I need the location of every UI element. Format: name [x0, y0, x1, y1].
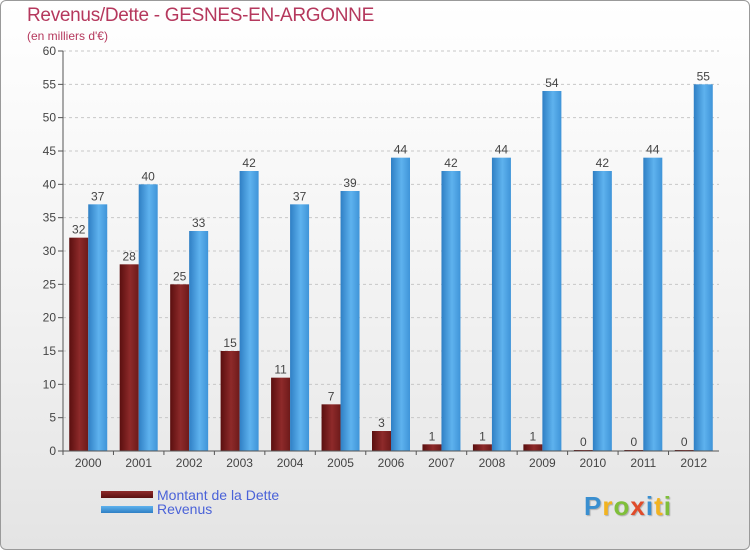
- logo-letter: x: [630, 491, 646, 521]
- data-label-dette: 25: [173, 269, 187, 283]
- data-label-revenus: 44: [394, 143, 408, 157]
- chart-subtitle: (en milliers d'€): [27, 29, 108, 43]
- data-label-dette: 32: [72, 223, 86, 237]
- bar-revenus: [239, 171, 259, 451]
- logo-letter: i: [645, 491, 655, 521]
- bar-revenus: [138, 184, 158, 452]
- bar-revenus: [441, 171, 461, 451]
- data-label-dette: 11: [274, 363, 287, 377]
- bar-dette: [220, 351, 240, 451]
- bar-dette: [170, 284, 190, 451]
- data-label-revenus: 42: [242, 156, 256, 170]
- x-tick-label: 2000: [75, 456, 102, 470]
- data-label-dette: 0: [681, 435, 688, 449]
- data-label-revenus: 42: [596, 156, 610, 170]
- x-tick-label: 2003: [226, 456, 253, 470]
- x-tick-label: 2006: [378, 456, 405, 470]
- y-tick-label: 25: [43, 277, 57, 291]
- data-label-revenus: 37: [293, 189, 307, 203]
- data-label-dette: 0: [580, 435, 587, 449]
- data-label-dette: 1: [530, 429, 537, 443]
- data-label-revenus: 54: [545, 76, 559, 90]
- y-tick-label: 15: [43, 344, 57, 358]
- data-label-revenus: 44: [646, 143, 660, 157]
- y-tick-label: 60: [43, 44, 57, 58]
- bar-revenus: [643, 157, 663, 451]
- bar-dette: [119, 264, 139, 451]
- legend-swatch-dette: [101, 491, 153, 498]
- data-label-revenus: 44: [495, 143, 509, 157]
- y-tick-label: 35: [43, 211, 57, 225]
- x-tick-label: 2008: [479, 456, 506, 470]
- legend-label-dette: Montant de la Dette: [157, 487, 280, 503]
- y-tick-label: 5: [49, 411, 56, 425]
- data-label-dette: 7: [328, 389, 335, 403]
- bar-revenus: [290, 204, 310, 451]
- bar-revenus: [88, 204, 108, 451]
- logo-letter: r: [602, 491, 614, 521]
- y-tick-label: 40: [43, 177, 57, 191]
- y-tick-label: 20: [43, 311, 57, 325]
- bar-revenus: [592, 171, 612, 451]
- logo-letter: o: [613, 491, 631, 521]
- bar-revenus: [391, 157, 410, 451]
- legend-swatch-revenus: [101, 506, 153, 513]
- data-label-dette: 15: [223, 336, 237, 350]
- x-tick-label: 2007: [428, 456, 455, 470]
- bars-layer: [69, 84, 713, 452]
- data-label-revenus: 40: [142, 169, 156, 183]
- x-tick-label: 2012: [680, 456, 707, 470]
- y-tick-label: 30: [43, 244, 57, 258]
- x-tick-label: 2011: [630, 456, 656, 470]
- data-label-revenus: 37: [91, 189, 105, 203]
- bar-dette: [321, 404, 341, 451]
- bar-revenus: [542, 91, 562, 451]
- x-tick-label: 2010: [579, 456, 606, 470]
- chart-title: Revenus/Dette - GESNES-EN-ARGONNE: [27, 5, 374, 26]
- data-label-dette: 0: [630, 435, 637, 449]
- proxiti-logo: Proxiti: [584, 491, 672, 522]
- bar-dette: [523, 444, 543, 451]
- x-tick-label: 2005: [327, 456, 354, 470]
- bar-dette: [271, 377, 291, 451]
- bar-dette: [422, 444, 442, 451]
- data-label-revenus: 55: [697, 69, 711, 83]
- y-tick-label: 45: [43, 144, 57, 158]
- x-tick-label: 2001: [125, 456, 152, 470]
- x-tick-label: 2009: [529, 456, 556, 470]
- y-tick-label: 55: [43, 77, 57, 91]
- logo-letter: t: [654, 491, 664, 521]
- bar-revenus: [693, 84, 713, 451]
- bar-dette: [69, 237, 89, 451]
- bar-dette: [372, 431, 391, 451]
- y-tick-label: 0: [49, 444, 56, 458]
- data-label-revenus: 42: [444, 156, 458, 170]
- bar-dette: [472, 444, 492, 451]
- data-label-revenus: 39: [343, 176, 357, 190]
- bar-revenus: [189, 231, 209, 451]
- data-label-dette: 1: [479, 429, 486, 443]
- logo-letter: P: [584, 491, 603, 521]
- bar-revenus: [340, 191, 360, 451]
- x-tick-label: 2004: [277, 456, 304, 470]
- bar-revenus: [491, 157, 511, 451]
- data-label-dette: 3: [378, 416, 385, 430]
- data-label-revenus: 33: [192, 216, 206, 230]
- y-tick-label: 50: [43, 111, 57, 125]
- legend-label-revenus: Revenus: [157, 501, 213, 517]
- data-label-dette: 1: [429, 429, 436, 443]
- data-label-dette: 28: [123, 249, 137, 263]
- logo-letter: i: [663, 491, 672, 521]
- x-tick-label: 2002: [176, 456, 203, 470]
- y-tick-label: 10: [43, 377, 57, 391]
- labels-layer: 32 37 28 40 25 33 15 42 11 37 7 39 3 44 1 42 1 44 1 54 0 42 0 4…: [72, 69, 710, 449]
